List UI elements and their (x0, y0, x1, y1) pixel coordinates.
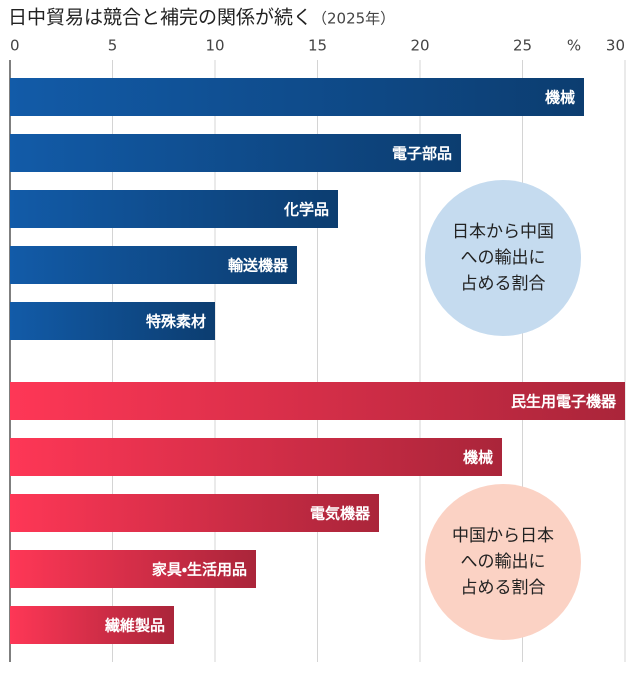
annotation-text: 占める割合 (461, 578, 546, 598)
bar-label: 機械 (545, 89, 575, 107)
bar-label: 民生用電子機器 (511, 393, 617, 411)
axis-unit: % (567, 37, 581, 55)
bar-label: 電子部品 (392, 145, 452, 163)
annotation-text: への輸出に (461, 248, 546, 268)
bar-label: 機械 (463, 449, 493, 467)
annotation-text: 占める割合 (461, 274, 546, 294)
bar (10, 134, 461, 172)
bar-label: 輸送機器 (228, 257, 289, 275)
bar (10, 246, 297, 284)
x-tick-label: 30 (606, 37, 625, 55)
x-tick-label: 10 (205, 37, 224, 55)
x-tick-label: 5 (108, 37, 118, 55)
annotation-text: への輸出に (461, 552, 546, 572)
bar (10, 382, 625, 420)
bar-label: 特殊素材 (146, 313, 206, 331)
bar (10, 494, 379, 532)
bar (10, 78, 584, 116)
x-tick-label: 0 (10, 37, 20, 55)
x-tick-label: 15 (308, 37, 327, 55)
annotation-text: 中国から日本 (452, 526, 554, 546)
x-tick-label: 20 (410, 37, 429, 55)
x-tick-label: 25 (513, 37, 532, 55)
bar (10, 190, 338, 228)
bar-label: 電気機器 (310, 505, 371, 523)
chart-subtitle: （2025年） (312, 10, 395, 28)
bar (10, 550, 256, 588)
annotation-text: 日本から中国 (452, 222, 554, 242)
annotation-circle (425, 180, 581, 336)
chart-title: 日中貿易は競合と補完の関係が続く (8, 7, 312, 29)
bar-label: 化学品 (283, 201, 329, 219)
bar (10, 302, 215, 340)
bar (10, 606, 174, 644)
bar-label: 家具・生活用品 (152, 561, 247, 579)
bar (10, 438, 502, 476)
bar-label: 繊維製品 (104, 617, 165, 635)
annotation-circle (425, 484, 581, 640)
